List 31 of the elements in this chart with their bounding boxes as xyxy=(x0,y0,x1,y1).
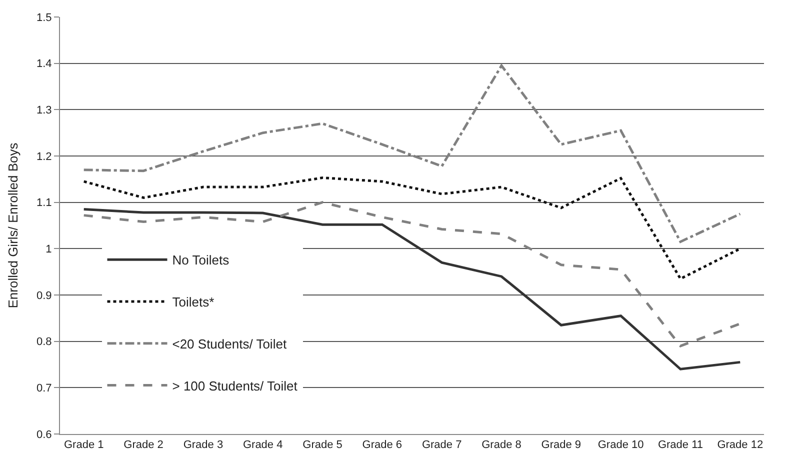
y-tick-label: 0.7 xyxy=(36,382,52,395)
x-tick-label: Grade 7 xyxy=(422,439,462,452)
x-tick-label: Grade 10 xyxy=(598,439,644,452)
x-tick-label: Grade 2 xyxy=(124,439,164,452)
line-series xyxy=(82,208,742,370)
y-tick-label: 0.8 xyxy=(36,336,52,348)
x-tick-label: Grade 4 xyxy=(242,439,283,452)
y-tick-label: 1.4 xyxy=(36,58,52,70)
legend-label: > 100 Students/ Toilet xyxy=(172,378,298,394)
x-tick-label: Grade 12 xyxy=(717,439,764,452)
y-tick-label: 1 xyxy=(46,244,52,256)
x-tick-label: Grade 11 xyxy=(658,439,703,452)
x-tick-label: Grade 3 xyxy=(183,439,224,452)
line-series xyxy=(82,64,742,243)
x-tick-label: Grade 8 xyxy=(482,439,522,452)
y-tick-label: 1.3 xyxy=(36,104,52,117)
x-tick-label: Grade 6 xyxy=(362,439,402,452)
x-tick-label: Grade 1 xyxy=(64,439,104,452)
x-tick-label: Grade 5 xyxy=(302,439,342,452)
legend-label: <20 Students/ Toilet xyxy=(172,336,287,352)
y-tick-label: 0.9 xyxy=(36,290,52,302)
y-tick-label: 1.2 xyxy=(36,150,52,163)
line-series xyxy=(82,176,742,280)
legend-label: No Toilets xyxy=(172,252,230,268)
y-tick-label: 1.5 xyxy=(36,12,52,24)
x-tick-label: Grade 9 xyxy=(541,439,582,452)
y-tick-label: 1.1 xyxy=(36,197,52,210)
y-tick-label: 0.6 xyxy=(36,428,52,441)
legend-label: Toilets* xyxy=(172,294,214,310)
line-series xyxy=(82,201,742,348)
y-axis-title: Enrolled Girls/ Enrolled Boys xyxy=(5,142,20,308)
